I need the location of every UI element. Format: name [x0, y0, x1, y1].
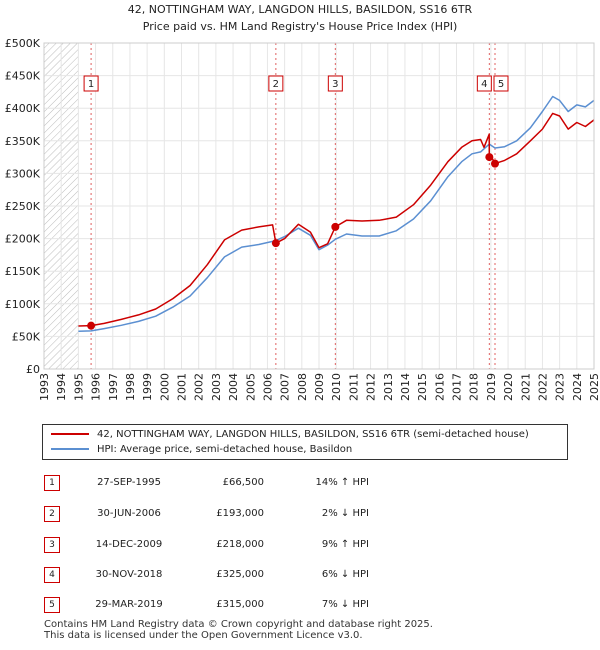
x-tick-label: 2021	[519, 373, 532, 401]
table-row: 5 29-MAR-2019 £315,000 7% ↓ HPI	[44, 597, 444, 613]
transaction-date: 30-NOV-2018	[74, 567, 184, 583]
table-row: 1 27-SEP-1995 £66,500 14% ↑ HPI	[44, 475, 444, 491]
x-tick-label: 2000	[158, 373, 171, 401]
sale-point	[491, 160, 499, 168]
x-tick-label: 1993	[38, 373, 51, 401]
legend-label-property: 42, NOTTINGHAM WAY, LANGDON HILLS, BASIL…	[97, 429, 529, 440]
transaction-hpi-change: 9% ↑ HPI	[289, 537, 369, 553]
legend-item-hpi: HPI: Average price, semi-detached house,…	[51, 443, 352, 457]
x-tick-label: 2003	[210, 373, 223, 401]
transaction-hpi-change: 7% ↓ HPI	[289, 597, 369, 613]
transaction-marker-badge: 3	[44, 537, 60, 553]
transaction-price: £315,000	[204, 597, 264, 613]
transaction-marker-badge: 1	[44, 475, 60, 491]
transaction-hpi-change: 2% ↓ HPI	[289, 506, 369, 522]
legend-label-hpi: HPI: Average price, semi-detached house,…	[97, 444, 352, 455]
x-tick-label: 2015	[416, 373, 429, 401]
sale-marker-label: 1	[88, 79, 94, 90]
x-tick-label: 2018	[468, 373, 481, 401]
x-tick-label: 2004	[227, 373, 240, 401]
transaction-date: 27-SEP-1995	[74, 475, 184, 491]
x-tick-label: 2023	[554, 373, 567, 401]
sale-point	[331, 223, 339, 231]
transaction-price: £325,000	[204, 567, 264, 583]
sale-marker-label: 4	[481, 79, 487, 90]
sale-point	[272, 239, 280, 247]
y-tick-label: £500K	[5, 37, 41, 50]
x-tick-label: 2022	[536, 373, 549, 401]
x-tick-label: 1999	[141, 373, 154, 401]
y-tick-label: £300K	[5, 167, 41, 180]
x-tick-label: 2002	[193, 373, 206, 401]
x-tick-label: 2007	[279, 373, 292, 401]
sale-marker-label: 2	[273, 79, 279, 90]
sale-point	[485, 153, 493, 161]
x-tick-label: 2012	[365, 373, 378, 401]
y-tick-label: £150K	[5, 265, 41, 278]
x-tick-label: 2025	[588, 373, 600, 401]
table-row: 4 30-NOV-2018 £325,000 6% ↓ HPI	[44, 567, 444, 583]
x-tick-label: 2005	[244, 373, 257, 401]
x-tick-label: 2024	[571, 373, 584, 401]
x-tick-label: 2016	[433, 373, 446, 401]
x-tick-label: 2010	[330, 373, 343, 401]
x-tick-label: 2013	[382, 373, 395, 401]
y-tick-label: £100K	[5, 298, 41, 311]
footer-licence: This data is licensed under the Open Gov…	[44, 630, 433, 641]
transaction-marker-badge: 4	[44, 567, 60, 583]
x-tick-label: 2008	[296, 373, 309, 401]
transaction-price: £218,000	[204, 537, 264, 553]
table-row: 3 14-DEC-2009 £218,000 9% ↑ HPI	[44, 537, 444, 553]
chart-title: 42, NOTTINGHAM WAY, LANGDON HILLS, BASIL…	[128, 3, 473, 16]
x-tick-label: 1997	[107, 373, 120, 401]
x-tick-label: 1994	[55, 373, 68, 401]
y-tick-label: £350K	[5, 135, 41, 148]
transaction-date: 30-JUN-2006	[74, 506, 184, 522]
sale-point	[87, 322, 95, 330]
chart-subtitle: Price paid vs. HM Land Registry's House …	[143, 20, 458, 33]
transaction-price: £193,000	[204, 506, 264, 522]
sale-marker-label: 5	[498, 79, 504, 90]
transaction-date: 14-DEC-2009	[74, 537, 184, 553]
x-tick-label: 1998	[124, 373, 137, 401]
x-tick-label: 2009	[313, 373, 326, 401]
transaction-hpi-change: 6% ↓ HPI	[289, 567, 369, 583]
x-tick-label: 1995	[72, 373, 85, 401]
legend-swatch-hpi	[51, 448, 89, 450]
x-tick-label: 2011	[347, 373, 360, 401]
y-tick-label: £200K	[5, 233, 41, 246]
y-tick-label: £450K	[5, 70, 41, 83]
transaction-marker-badge: 2	[44, 506, 60, 522]
y-tick-label: £50K	[12, 330, 41, 343]
transaction-hpi-change: 14% ↑ HPI	[289, 475, 369, 491]
x-tick-label: 2017	[451, 373, 464, 401]
legend-swatch-property	[51, 433, 89, 435]
footer-notice: Contains HM Land Registry data © Crown c…	[44, 619, 433, 641]
transaction-marker-badge: 5	[44, 597, 60, 613]
x-tick-label: 2014	[399, 373, 412, 401]
y-tick-label: £400K	[5, 102, 41, 115]
transaction-price: £66,500	[204, 475, 264, 491]
transaction-date: 29-MAR-2019	[74, 597, 184, 613]
table-row: 2 30-JUN-2006 £193,000 2% ↓ HPI	[44, 506, 444, 522]
y-tick-label: £250K	[5, 200, 41, 213]
x-tick-label: 2020	[502, 373, 515, 401]
price-chart: 42, NOTTINGHAM WAY, LANGDON HILLS, BASIL…	[0, 0, 600, 420]
sale-marker-label: 3	[332, 79, 338, 90]
chart-legend: 42, NOTTINGHAM WAY, LANGDON HILLS, BASIL…	[42, 424, 568, 460]
x-tick-label: 1996	[90, 373, 103, 401]
footer-copyright: Contains HM Land Registry data © Crown c…	[44, 619, 433, 630]
legend-item-property: 42, NOTTINGHAM WAY, LANGDON HILLS, BASIL…	[51, 428, 529, 442]
x-tick-label: 2001	[176, 373, 189, 401]
x-tick-label: 2019	[485, 373, 498, 401]
x-tick-label: 2006	[261, 373, 274, 401]
